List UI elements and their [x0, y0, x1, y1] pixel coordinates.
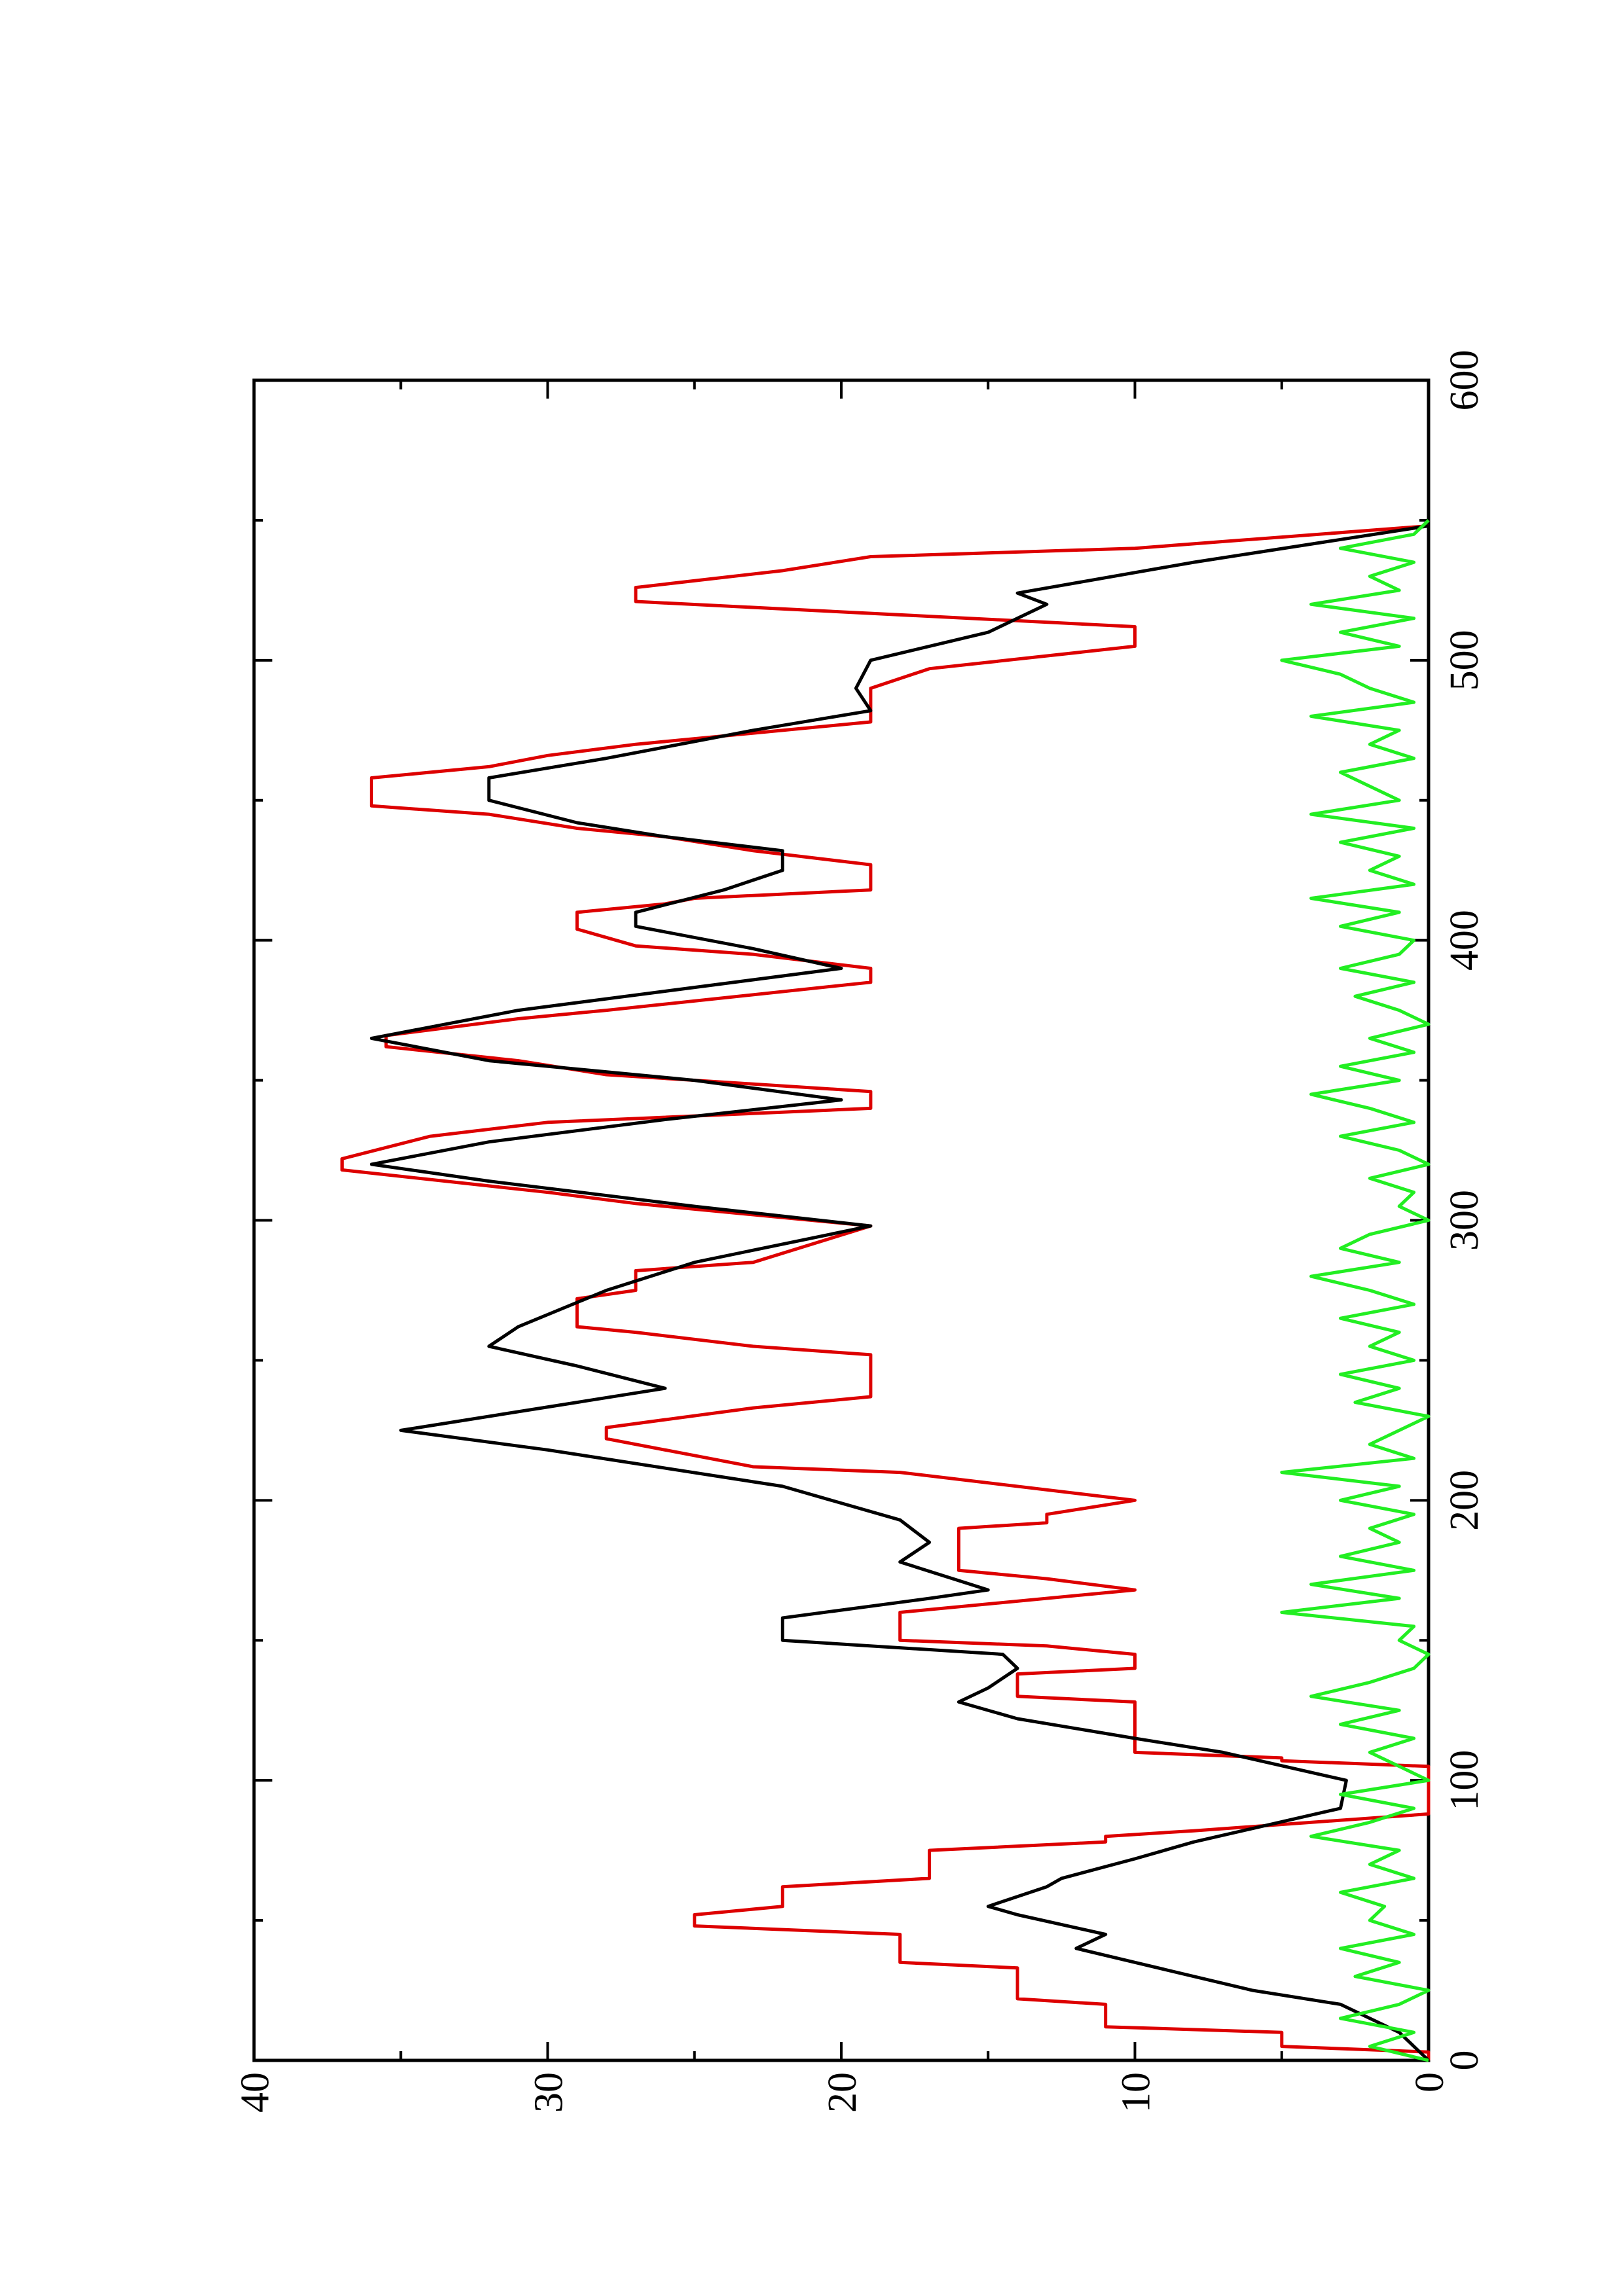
- x-tick-label: 200: [1442, 1470, 1487, 1531]
- x-tick-label: 300: [1442, 1190, 1487, 1251]
- x-tick-label: 600: [1442, 350, 1487, 411]
- y-tick-label: 20: [820, 2072, 865, 2113]
- y-tick-label: 40: [233, 2072, 278, 2113]
- x-tick-label: 500: [1442, 630, 1487, 691]
- x-tick-label: 400: [1442, 910, 1487, 971]
- y-tick-label: 10: [1114, 2072, 1159, 2113]
- data-line: [340, 524, 1431, 2060]
- x-tick-label: 0: [1442, 2051, 1487, 2071]
- y-tick-label: 0: [1408, 2072, 1452, 2092]
- plot-area: 0 100 200 300 400 500 600 0 10 20 30 40: [233, 350, 1487, 2113]
- plot-frame: [252, 378, 1431, 2062]
- data-line: [1280, 519, 1431, 2062]
- x-tick-label: 100: [1442, 1750, 1487, 1811]
- y-tick-label: 30: [527, 2072, 572, 2113]
- data-line: [369, 524, 1430, 2062]
